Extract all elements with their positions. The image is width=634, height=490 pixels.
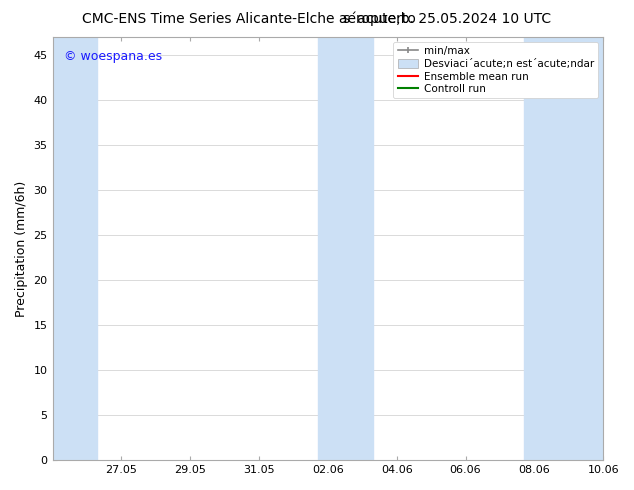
Bar (524, 37, 603, 460)
Text: CMC-ENS Time Series Alicante-Elche aeropuerto: CMC-ENS Time Series Alicante-Elche aerop… (82, 12, 417, 26)
Y-axis label: Precipitation (mm/6h): Precipitation (mm/6h) (15, 180, 28, 317)
Legend: min/max, Desviaci´acute;n est´acute;ndar, Ensemble mean run, Controll run: min/max, Desviaci´acute;n est´acute;ndar… (393, 42, 598, 98)
Text: © woespana.es: © woespana.es (63, 50, 162, 63)
Bar (318, 37, 373, 460)
Bar (53, 37, 97, 460)
Text: s´acute;b. 25.05.2024 10 UTC: s´acute;b. 25.05.2024 10 UTC (344, 12, 552, 26)
